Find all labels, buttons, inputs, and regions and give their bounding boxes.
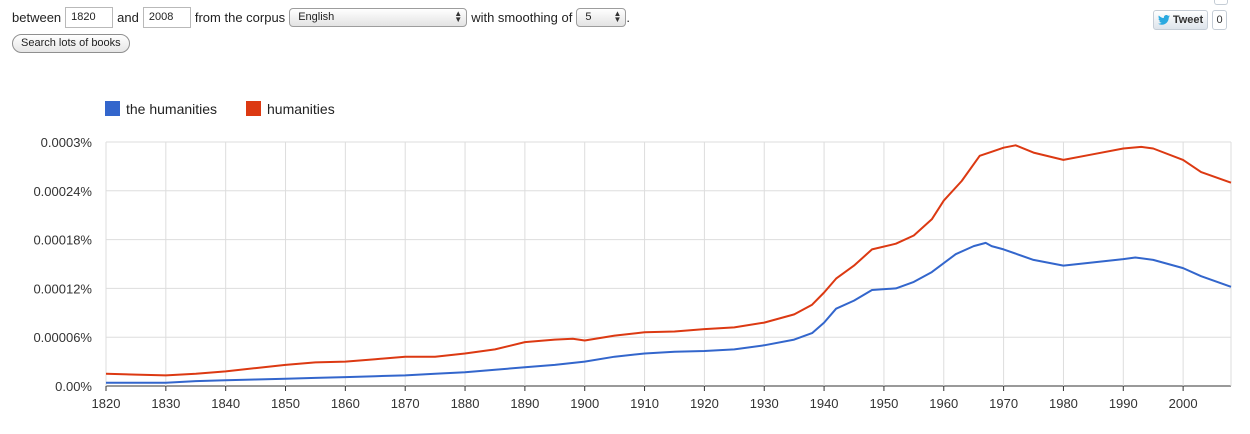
- x-tick-label: 1900: [570, 396, 599, 411]
- tweet-button[interactable]: Tweet: [1153, 10, 1208, 30]
- legend-label: the humanities: [126, 101, 217, 117]
- x-tick-label: 1820: [92, 396, 121, 411]
- between-label: between: [12, 9, 62, 25]
- y-tick-label: 0.0003%: [41, 135, 93, 150]
- y-tick-label: 0.00%: [55, 379, 92, 394]
- x-tick-label: 1940: [810, 396, 839, 411]
- legend-swatch: [246, 101, 261, 116]
- x-tick-label: 1880: [451, 396, 480, 411]
- x-tick-label: 1910: [630, 396, 659, 411]
- x-tick-label: 1840: [211, 396, 240, 411]
- y-tick-label: 0.00018%: [33, 233, 92, 248]
- grid-layer: [105, 141, 1232, 387]
- axis-layer: 0.00% 0.00006% 0.00012% 0.00018% 0.00024% 0.0…: [33, 135, 1197, 411]
- select-arrows-icon: ▲ ▼: [613, 9, 622, 24]
- x-tick-label: 2000: [1169, 396, 1198, 411]
- x-tick-label: 1890: [510, 396, 539, 411]
- top-widget-edge: [1214, 0, 1228, 5]
- start-year-input[interactable]: 1820: [65, 6, 114, 28]
- x-tick-label: 1980: [1049, 396, 1078, 411]
- tweet-count: 0: [1212, 10, 1227, 30]
- x-tick-label: 1920: [690, 396, 719, 411]
- x-tick-label: 1850: [271, 396, 300, 411]
- smoothing-label: with smoothing of: [471, 9, 573, 25]
- select-arrows-icon: ▲ ▼: [454, 9, 463, 24]
- search-button[interactable]: Search lots of books: [12, 34, 130, 53]
- x-tick-label: 1970: [989, 396, 1018, 411]
- series-layer: [105, 144, 1232, 384]
- x-tick-label: 1830: [151, 396, 180, 411]
- series-line-humanities[interactable]: [105, 144, 1232, 377]
- y-tick-label: 0.00024%: [33, 184, 92, 199]
- series-line-the-humanities[interactable]: [106, 241, 1232, 384]
- query-controls: between 1820 and 2008 from the corpus En…: [12, 6, 630, 28]
- x-tick-label: 1960: [929, 396, 958, 411]
- legend-swatch: [105, 101, 120, 116]
- y-tick-label: 0.00006%: [33, 330, 92, 345]
- legend-label: humanities: [267, 101, 335, 117]
- end-year-input[interactable]: 2008: [142, 6, 191, 28]
- x-tick-label: 1950: [869, 396, 898, 411]
- corpus-value: English: [298, 11, 335, 23]
- x-tick-label: 1930: [750, 396, 779, 411]
- period-text: .: [626, 9, 630, 25]
- corpus-label: from the corpus: [194, 9, 286, 25]
- tweet-label: Tweet: [1172, 14, 1204, 26]
- corpus-select[interactable]: English ▲ ▼: [289, 7, 468, 27]
- and-label: and: [117, 9, 139, 25]
- legend: the humanities humanities: [105, 101, 335, 117]
- y-tick-label: 0.00012%: [33, 281, 92, 296]
- smoothing-select[interactable]: 5 ▲ ▼: [576, 7, 627, 27]
- x-tick-label: 1870: [391, 396, 420, 411]
- x-tick-label: 1990: [1109, 396, 1138, 411]
- x-tick-label: 1860: [331, 396, 360, 411]
- twitter-bird-icon: [1157, 15, 1170, 25]
- smoothing-value: 5: [585, 11, 592, 23]
